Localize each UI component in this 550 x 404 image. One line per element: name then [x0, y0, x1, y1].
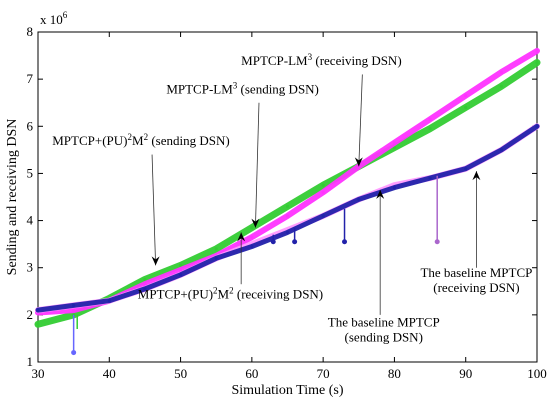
y-tick-label: 5 — [27, 165, 34, 180]
series-point-3 — [392, 185, 397, 190]
series-point-1 — [143, 282, 147, 286]
spike-dot — [342, 239, 348, 245]
annotation-base-send: The baseline MPTCP — [328, 315, 440, 330]
series-point-1 — [285, 214, 290, 218]
y-tick-label: 2 — [27, 307, 34, 322]
series-point-1 — [178, 268, 183, 272]
series-point-0 — [285, 204, 290, 209]
annotation-base-recv-line2: (receiving DSN) — [433, 280, 519, 295]
series-point-3 — [285, 230, 290, 234]
x-tick-label: 90 — [459, 366, 472, 381]
y-tick-label: 3 — [27, 260, 34, 275]
series-point-0 — [321, 183, 325, 187]
plot-frame — [37, 31, 538, 363]
series-point-1 — [499, 70, 503, 74]
series-point-1 — [250, 235, 254, 239]
x-tick-label: 60 — [245, 366, 258, 381]
series-point-0 — [464, 105, 468, 110]
spike-dot — [71, 350, 77, 356]
series-point-0 — [535, 61, 539, 65]
series-point-3 — [321, 214, 325, 218]
annotation-lm3-send: MPTCP-LM3 (sending DSN) — [166, 80, 319, 96]
series-point-0 — [178, 263, 183, 267]
series-point-3 — [107, 299, 111, 303]
annotation-arrowhead — [376, 189, 385, 199]
series-point-3 — [357, 197, 361, 201]
x-axis-title: Simulation Time (s) — [231, 383, 343, 398]
spike-dot — [434, 239, 440, 245]
annotation-arrow-line — [151, 154, 157, 266]
annotation-arrowhead — [251, 218, 260, 228]
series-point-0 — [36, 322, 40, 326]
y-multiplier-label: x 106 — [40, 10, 68, 27]
series-point-3 — [428, 176, 432, 180]
series-point-1 — [321, 190, 325, 194]
annotation-base-recv: The baseline MPTCP — [420, 265, 532, 280]
annotation-base-send-line2: (sending DSN) — [345, 330, 423, 345]
series-point-1 — [428, 117, 432, 121]
annotation-arrowhead — [237, 232, 246, 242]
y-tick-label: 6 — [27, 118, 34, 133]
annotation-arrow-line — [255, 102, 260, 228]
series-point-3 — [143, 287, 147, 291]
annotation-pu-recv: MPTCP+(PU)2M2 (receiving DSN) — [138, 285, 323, 301]
x-tick-label: 30 — [32, 366, 45, 381]
y-tick-label: 7 — [27, 71, 34, 86]
series-point-3 — [178, 273, 183, 277]
series-point-0 — [214, 247, 218, 251]
annotation-arrowhead — [151, 256, 160, 266]
series-point-3 — [250, 244, 254, 249]
x-tick-label: 40 — [103, 366, 116, 381]
spike-dot — [292, 239, 298, 245]
y-tick-label: 4 — [27, 213, 34, 228]
y-tick-label: 1 — [27, 354, 34, 369]
series-point-3 — [535, 124, 539, 128]
series-point-1 — [72, 308, 76, 312]
annotation-arrow-line — [358, 74, 363, 167]
series-point-0 — [250, 226, 254, 230]
series-point-3 — [72, 303, 76, 308]
series-point-1 — [464, 94, 468, 98]
series-point-1 — [535, 49, 539, 53]
series-point-3 — [464, 167, 468, 171]
x-tick-label: 50 — [174, 366, 187, 381]
series-point-1 — [392, 141, 397, 145]
x-tick-label: 100 — [527, 366, 547, 381]
series-point-3 — [36, 308, 40, 312]
series-point-0 — [428, 127, 432, 131]
x-tick-label: 70 — [317, 366, 330, 381]
x-tick-label: 80 — [388, 366, 401, 381]
y-axis-title: Sending and receiving DSN — [5, 119, 20, 276]
spike-dot — [270, 239, 276, 245]
series-point-3 — [214, 256, 218, 260]
annotation-lm3-recv: MPTCP-LM3 (receiving DSN) — [241, 52, 402, 68]
annotation-arrowhead — [354, 157, 363, 167]
y-tick-label: 8 — [27, 24, 34, 39]
series-point-3 — [499, 148, 503, 152]
series-point-0 — [143, 277, 147, 282]
annotation-pu-send: MPTCP+(PU)2M2 (sending DSN) — [52, 132, 229, 148]
annotation-arrowhead — [472, 171, 481, 181]
series-point-0 — [499, 84, 503, 88]
